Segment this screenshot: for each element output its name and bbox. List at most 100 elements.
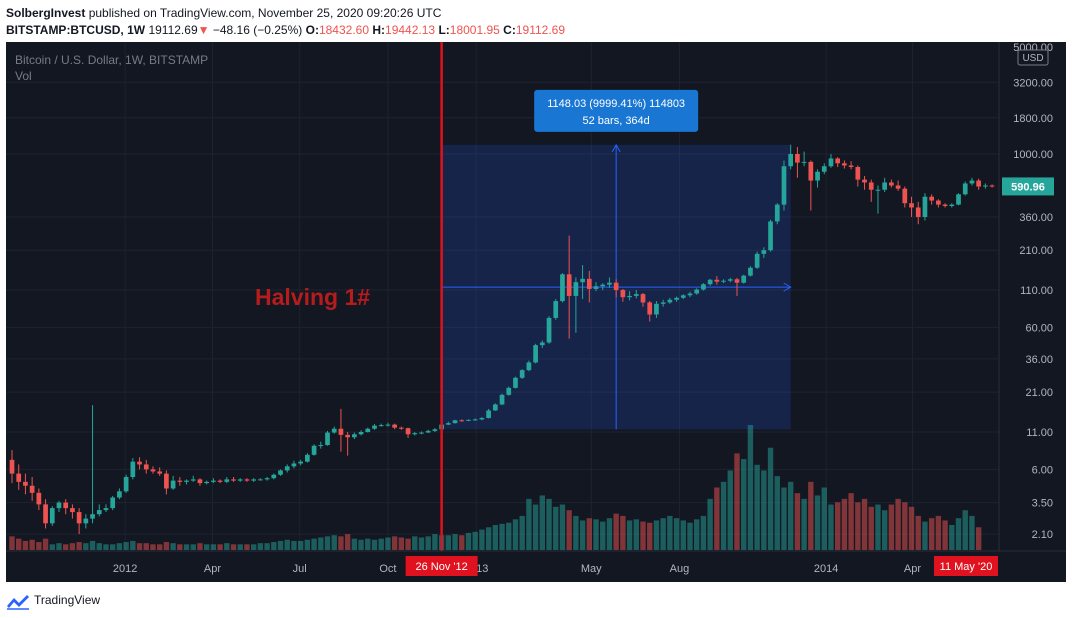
last-price: 19112.69: [148, 23, 198, 37]
tradingview-brand[interactable]: TradingView: [34, 593, 101, 607]
price-change: −48.16 (−0.25%): [212, 23, 303, 37]
candle-body: [204, 481, 210, 484]
candle-body: [795, 154, 800, 163]
volume-bar: [378, 538, 384, 550]
volume-bar: [116, 543, 123, 550]
volume-bar: [16, 538, 22, 550]
volume-bar: [734, 453, 740, 550]
candle-body: [607, 282, 612, 285]
candle-body: [211, 480, 216, 482]
price-chart[interactable]: 1148.03 (9999.41%) 114803 52 bars, 364d 5…: [6, 42, 1066, 582]
candle-body: [680, 295, 686, 298]
candle-body: [902, 188, 908, 204]
candle-body: [338, 428, 344, 435]
candle-body: [949, 204, 955, 207]
volume-bar: [546, 498, 552, 550]
volume-bar: [110, 544, 116, 550]
candle-body: [613, 282, 619, 291]
volume-bar: [915, 515, 921, 550]
chart-title: Bitcoin / U.S. Dollar, 1W, BITSTAMP: [15, 53, 208, 67]
candle-body: [842, 163, 847, 166]
candle-body: [405, 428, 411, 435]
time-tick-label: May: [581, 563, 602, 575]
price-tick-label: 110.00: [1020, 285, 1053, 297]
volume-bar: [855, 502, 861, 550]
volume-bar: [506, 522, 512, 550]
candle-body: [539, 342, 545, 346]
candle-body: [734, 279, 740, 283]
volume-bar: [647, 522, 653, 550]
volume-bar: [257, 543, 264, 550]
volume-bar: [136, 543, 143, 550]
volume-bar: [714, 487, 720, 550]
publisher-name[interactable]: SolbergInvest: [6, 6, 86, 20]
volume-bar: [727, 470, 733, 550]
marker-date-box: [405, 556, 478, 576]
candle-body: [412, 433, 418, 435]
volume-bar: [626, 520, 633, 550]
candle-body: [620, 290, 626, 298]
volume-bar: [398, 537, 405, 550]
candle-body: [177, 480, 183, 482]
high-label: H:: [372, 23, 386, 37]
candle-body: [936, 200, 941, 205]
open-value: 18432.60: [318, 23, 370, 37]
candle-body: [311, 445, 317, 455]
candle-body: [546, 317, 552, 343]
candle-body: [150, 469, 156, 472]
time-tick-label: 2012: [113, 563, 137, 575]
volume-bars: [9, 425, 982, 550]
high-value: 19442.13: [385, 23, 436, 37]
candle-body: [694, 289, 700, 294]
volume-bar: [224, 543, 230, 550]
time-tick-label: Apr: [904, 563, 921, 575]
candle-body: [573, 282, 579, 296]
candle-body: [815, 171, 820, 181]
volume-bar: [150, 544, 156, 550]
candle-body: [83, 518, 89, 524]
down-arrow-icon: ▼: [197, 23, 210, 37]
candle-body: [378, 425, 384, 427]
candle-body: [358, 432, 364, 435]
time-tick-label: Aug: [670, 563, 690, 575]
volume-bar: [344, 534, 351, 550]
candle-body: [244, 479, 250, 481]
volume-bar: [170, 543, 176, 550]
volume-bar: [22, 540, 29, 550]
volume-bar: [814, 495, 821, 550]
candle-body: [36, 492, 42, 505]
volume-bar: [512, 519, 519, 550]
candle-body: [419, 432, 424, 434]
volume-bar: [385, 537, 391, 550]
candle-body: [727, 279, 733, 281]
volume-bar: [841, 498, 848, 550]
candle-body: [909, 203, 914, 208]
volume-bar: [794, 493, 801, 550]
candle-body: [922, 196, 928, 217]
volume-bar: [418, 537, 425, 550]
candle-body: [808, 161, 814, 181]
volume-bar: [271, 542, 277, 550]
volume-bar: [962, 510, 968, 550]
volume-bar: [640, 521, 646, 550]
volume-bar: [49, 544, 55, 550]
candle-body: [553, 301, 559, 318]
axes: 5000.003200.001800.001000.00360.00210.00…: [6, 42, 1066, 576]
volume-bar: [613, 513, 619, 550]
volume-bar: [747, 425, 754, 550]
candle-body: [123, 477, 129, 492]
candle-body: [714, 279, 720, 282]
price-tick-label: 60.00: [1025, 322, 1053, 334]
volume-bar: [183, 544, 190, 550]
volume-bar: [56, 543, 62, 550]
candle-body: [647, 302, 653, 315]
candle-body: [674, 297, 679, 300]
candle-body: [325, 432, 330, 446]
candle-body: [593, 286, 599, 289]
candles: [9, 144, 995, 535]
volume-bar: [465, 532, 472, 550]
volume-bar: [881, 510, 888, 550]
volume-bar: [848, 493, 854, 550]
volume-bar: [606, 518, 613, 550]
measure-arrow-right: [783, 282, 792, 292]
